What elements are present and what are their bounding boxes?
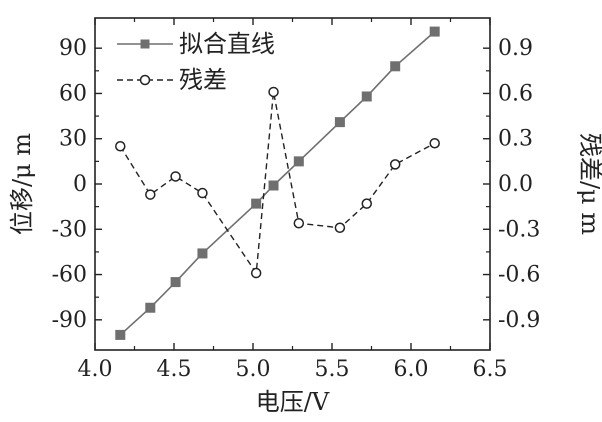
y-right-tick-label: 0.0: [498, 172, 533, 197]
x-tick-label: 6.5: [473, 357, 508, 382]
data-point-residual: [197, 187, 208, 199]
data-point-fit: [115, 329, 126, 340]
data-point-residual: [361, 198, 373, 209]
plot-frame: [94, 17, 491, 351]
data-point-fit: [170, 277, 181, 288]
data-point-residual: [170, 171, 181, 182]
y-right-tick-label: -0.6: [498, 263, 540, 288]
x-tick-label: 4.0: [78, 357, 113, 382]
data-point-residual: [268, 86, 279, 98]
legend-marker-fit: [140, 39, 150, 49]
data-point-fit: [145, 302, 156, 313]
y-right-tick-label: 0.3: [498, 127, 533, 152]
data-point-fit: [197, 248, 208, 259]
data-point-fit: [268, 180, 279, 191]
data-point-fit: [293, 156, 304, 167]
y-axis-left-title: 位移/μ m: [8, 133, 36, 235]
y-left-tick-label: 90: [59, 36, 87, 61]
y-right-tick-label: 0.9: [498, 36, 533, 61]
x-axis-title: 电压/V: [256, 388, 330, 416]
y-left-tick-label: 60: [59, 81, 87, 106]
data-point-fit: [361, 91, 372, 102]
data-point-residual: [250, 267, 262, 279]
data-point-residual: [429, 138, 440, 149]
data-point-residual: [293, 217, 305, 229]
y-left-tick-label: -90: [52, 308, 87, 333]
y-left-tick-label: -30: [52, 217, 87, 242]
y-left-tick-label: -60: [52, 263, 87, 288]
y-right-tick-label: -0.9: [498, 308, 540, 333]
data-point-residual: [334, 222, 346, 234]
x-tick-label: 5.5: [315, 357, 350, 382]
data-point-fit: [251, 198, 262, 209]
plot-layer: [115, 26, 440, 340]
legend-marker-residual: [139, 74, 151, 86]
y-right-tick-label: -0.3: [498, 217, 540, 242]
data-point-fit: [429, 26, 440, 37]
series-line-residual: [119, 91, 436, 276]
y-axis-right-title: 残差/μ m: [576, 133, 602, 235]
x-tick-label: 4.5: [157, 357, 192, 382]
data-point-fit: [390, 61, 401, 72]
y-left-tick-label: 30: [59, 127, 87, 152]
x-tick-label: 5.0: [236, 357, 271, 382]
data-point-residual: [389, 159, 401, 170]
legend-label-fit: 拟合直线: [179, 30, 275, 58]
y-left-tick-label: 0: [73, 172, 87, 197]
x-tick-label: 6.0: [394, 357, 429, 382]
data-point-residual: [115, 141, 126, 152]
data-point-residual: [145, 189, 156, 200]
data-point-fit: [334, 117, 345, 128]
axis-layer: 4.0 4.5 5.0 5.5 6.0 6.5 -90 -60 -30 0 30 60 90 -0.9 -0…: [52, 17, 540, 382]
legend-label-residual: 残差: [179, 66, 227, 94]
y-right-tick-label: 0.6: [498, 81, 533, 106]
